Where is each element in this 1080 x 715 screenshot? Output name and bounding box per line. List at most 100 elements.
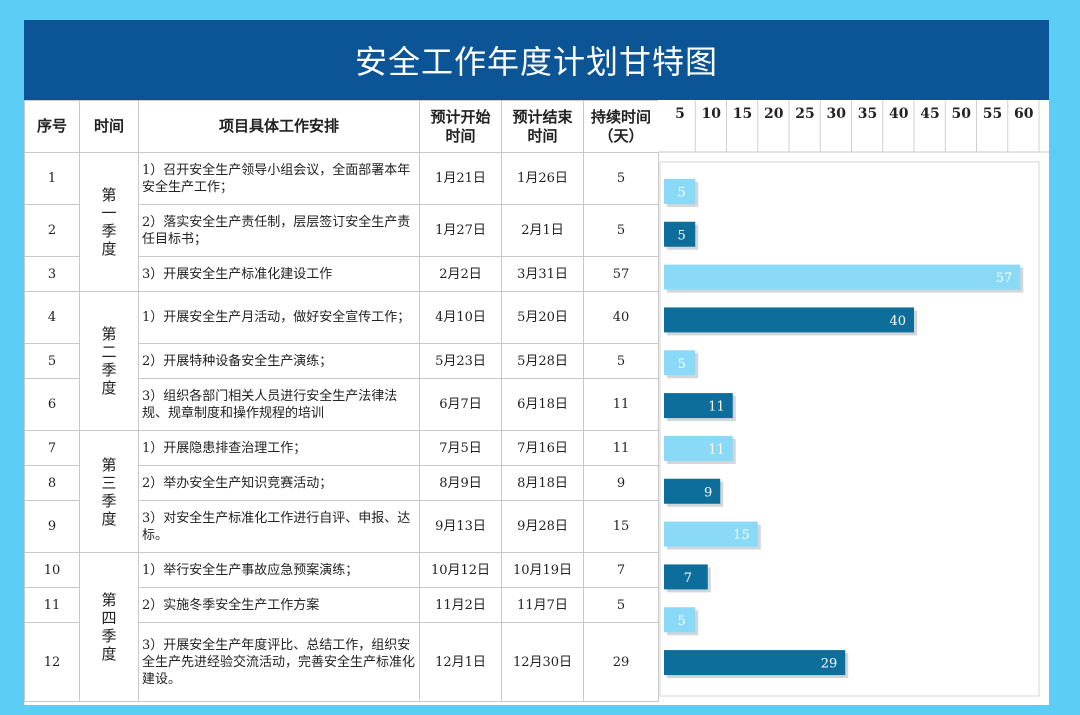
header-duration-line1: 持续时间 (590, 107, 651, 126)
row-index: 1 (24, 152, 80, 205)
gantt-sheet: 安全工作年度计划甘特图 序号 时间 项目具体工作安排 预计开始 时间 预计结束 时间… (24, 20, 1049, 705)
row-index: 8 (24, 465, 80, 501)
task-text: 1）开展安全生产月活动，做好安全宣传工作； (138, 291, 420, 344)
gantt-bar (664, 350, 696, 376)
quarter-label-line1: 第 四 (101, 591, 125, 627)
header-end-line2: 时间 (527, 126, 558, 145)
x-tick-label: 15 (733, 106, 752, 122)
task-duration: 57 (583, 256, 659, 292)
header-start: 预计开始 时间 (419, 100, 502, 153)
task-end: 5月20日 (501, 291, 584, 344)
task-duration: 15 (583, 500, 659, 553)
gantt-chart: 5 10 15 20 25 30 35 40 45 50 55 6055574051111915752… (658, 100, 1049, 697)
bar-data-label: 40 (889, 314, 906, 329)
header-start-line1: 预计开始 (430, 107, 491, 126)
table-row: 12 3）开展安全生产年度评比、总结工作，组织安全生产先进经验交流活动，完善安全… (24, 622, 659, 702)
table-row: 4 第 二季 度 1）开展安全生产月活动，做好安全宣传工作； 4月10日 5月2… (24, 291, 659, 431)
header-index: 序号 (24, 100, 80, 153)
task-duration: 11 (583, 430, 659, 466)
task-text: 3）组织各部门相关人员进行安全生产法律法规、规章制度和操作规程的培训 (138, 378, 420, 431)
task-start: 9月13日 (419, 500, 502, 553)
task-text: 3）开展安全生产年度评比、总结工作，组织安全生产先进经验交流活动，完善安全生产标… (138, 622, 420, 702)
quarter-label-line2: 季 度 (101, 627, 125, 663)
table-row: 10 第 四季 度 1）举行安全生产事故应急预案演练； 10月12日 10月19… (24, 552, 659, 702)
bar-data-label: 11 (708, 442, 725, 457)
x-tick-label: 55 (983, 106, 1002, 122)
gantt-bar (664, 221, 696, 247)
row-index: 12 (24, 622, 80, 702)
task-start: 8月9日 (419, 465, 502, 501)
quarter-label-line2: 季 度 (101, 222, 125, 258)
task-end: 11月7日 (501, 587, 584, 623)
task-end: 12月30日 (501, 622, 584, 702)
page-title: 安全工作年度计划甘特图 (24, 20, 1049, 100)
task-duration: 40 (583, 291, 659, 344)
gantt-bar (664, 178, 696, 204)
gantt-bar (664, 650, 846, 676)
bar-data-label: 57 (996, 271, 1013, 286)
table-row: 8 2）举办安全生产知识竞赛活动； 8月9日 8月18日 9 (24, 465, 659, 501)
task-end: 7月16日 (501, 430, 584, 466)
bar-data-label: 29 (821, 657, 838, 672)
gantt-bar (664, 478, 721, 504)
quarter-label-line1: 第 三 (101, 455, 125, 492)
task-duration: 5 (583, 343, 659, 379)
bar-data-label: 5 (677, 357, 685, 372)
x-tick-label: 50 (952, 106, 972, 122)
bar-data-label: 9 (704, 485, 712, 500)
task-end: 1月26日 (501, 152, 584, 205)
gantt-plot-area (659, 161, 1040, 697)
task-text: 2）举办安全生产知识竞赛活动； (138, 465, 420, 501)
bar-data-label: 5 (677, 614, 685, 629)
table-row: 3 3）开展安全生产标准化建设工作 2月2日 3月31日 57 (24, 256, 659, 292)
task-start: 2月2日 (419, 256, 502, 292)
task-end: 3月31日 (501, 256, 584, 292)
gantt-bar (664, 264, 1021, 290)
header-end-line1: 预计结束 (512, 107, 573, 126)
task-duration: 5 (583, 204, 659, 257)
x-tick-label: 25 (795, 106, 814, 122)
row-index: 5 (24, 343, 80, 379)
task-duration: 5 (583, 152, 659, 205)
task-end: 8月18日 (501, 465, 584, 501)
task-start: 1月27日 (419, 204, 502, 257)
task-start: 5月23日 (419, 343, 502, 379)
x-tick-label: 20 (764, 106, 784, 122)
gantt-bar (664, 307, 914, 333)
task-end: 5月28日 (501, 343, 584, 379)
task-text: 3）对安全生产标准化工作进行自评、申报、达标。 (138, 500, 420, 553)
row-index: 9 (24, 500, 80, 553)
header-row: 序号 时间 项目具体工作安排 预计开始 时间 预计结束 时间 持续时间 （天） (24, 100, 659, 153)
x-tick-label: 35 (858, 106, 877, 122)
table-row: 6 3）组织各部门相关人员进行安全生产法律法规、规章制度和操作规程的培训 6月7… (24, 378, 659, 431)
task-end: 6月18日 (501, 378, 584, 431)
task-end: 2月1日 (501, 204, 584, 257)
table-row: 9 3）对安全生产标准化工作进行自评、申报、达标。 9月13日 9月28日 15 (24, 500, 659, 553)
bar-data-label: 11 (708, 400, 725, 415)
header-duration: 持续时间 （天） (583, 100, 659, 153)
plan-table: 序号 时间 项目具体工作安排 预计开始 时间 预计结束 时间 持续时间 （天） 1 第… (24, 100, 659, 702)
gantt-bar (664, 564, 708, 590)
row-index: 10 (24, 552, 80, 588)
task-text: 3）开展安全生产标准化建设工作 (138, 256, 420, 292)
task-start: 6月7日 (419, 378, 502, 431)
task-duration: 5 (583, 587, 659, 623)
table-row: 1 第 一季 度 1）召开安全生产领导小组会议，全面部署本年安全生产工作； 1月… (24, 152, 659, 292)
task-duration: 11 (583, 378, 659, 431)
header-time: 时间 (79, 100, 139, 153)
bar-data-label: 7 (684, 571, 692, 586)
task-duration: 9 (583, 465, 659, 501)
table-row: 2 2）落实安全生产责任制，层层签订安全生产责任目标书； 1月27日 2月1日 … (24, 204, 659, 257)
quarter-label-line1: 第 二 (101, 325, 125, 361)
row-index: 11 (24, 587, 80, 623)
x-tick-label: 40 (889, 106, 909, 122)
quarter-3-cell: 第 三季 度 (79, 430, 139, 553)
quarter-1-cell: 第 一季 度 (79, 152, 139, 292)
gantt-bar (664, 435, 733, 461)
task-start: 12月1日 (419, 622, 502, 702)
quarter-2-cell: 第 二季 度 (79, 291, 139, 431)
quarter-label-line2: 季 度 (101, 491, 125, 528)
header-task: 项目具体工作安排 (138, 100, 420, 153)
x-tick-label: 60 (1014, 106, 1034, 122)
